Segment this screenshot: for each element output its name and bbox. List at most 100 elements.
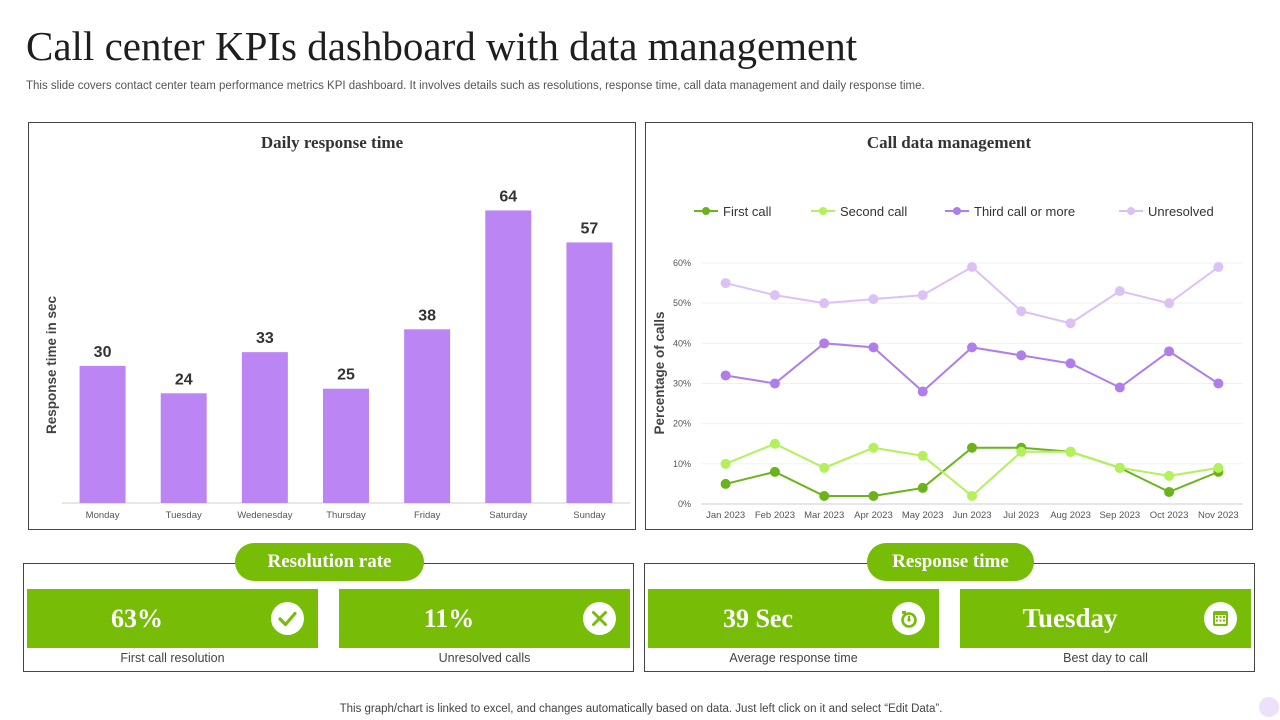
line-chart-canvas: 0% 10% 20% 30% 40% 50% 60% Jan 2023 Feb 2023 Mar … (652, 204, 1243, 521)
average-response-time-value: 39 Sec (722, 604, 794, 633)
bar-data-label: 30 (94, 344, 112, 361)
best-day-to-call-value: Tuesday (1022, 603, 1118, 633)
calendar-icon (1204, 602, 1237, 635)
series-point-third-call-or-more (1164, 346, 1175, 357)
average-response-time-card: 39 Sec (648, 589, 939, 648)
line-x-tick-label: Jan 2023 (706, 510, 745, 521)
close-icon (583, 602, 616, 635)
series-point-second-call (1164, 470, 1175, 481)
line-y-tick-label: 50% (673, 298, 691, 308)
series-point-second-call (1213, 462, 1224, 473)
series-point-first-call (868, 490, 879, 501)
series-point-unresolved (769, 290, 780, 301)
bar-data-label: 33 (256, 330, 274, 347)
unresolved-calls-caption: Unresolved calls (438, 651, 531, 665)
legend-marker-2 (953, 207, 961, 215)
series-point-unresolved (917, 290, 928, 301)
line-x-tick-label: Jun 2023 (952, 510, 991, 521)
daily-response-time-chart[interactable]: Daily response time 30 Monday 24 Tuesday 33 W… (28, 122, 636, 530)
series-point-first-call (1164, 486, 1175, 497)
first-call-resolution-caption: First call resolution (120, 651, 225, 665)
series-point-third-call-or-more (1213, 378, 1224, 389)
bar-friday (404, 329, 451, 503)
series-point-first-call (917, 482, 928, 493)
series-point-second-call (1016, 446, 1027, 457)
series-point-third-call-or-more (868, 342, 879, 353)
best-day-to-call-caption: Best day to call (1063, 651, 1148, 665)
bar-x-tick-label: Thursday (326, 510, 366, 521)
legend-marker-0 (702, 207, 710, 215)
line-y-tick-label: 20% (673, 419, 691, 429)
bar-x-tick-label: Tuesday (166, 510, 202, 521)
line-y-tick-label: 10% (673, 459, 691, 469)
series-point-third-call-or-more (967, 342, 977, 353)
series-point-second-call (819, 462, 830, 473)
bar-data-label: 64 (499, 188, 517, 205)
page-title: Call center KPIs dashboard with data man… (26, 23, 858, 69)
series-point-third-call-or-more (1065, 358, 1076, 369)
resolution-rate-heading: Resolution rate (235, 543, 424, 581)
line-x-tick-label: Sep 2023 (1099, 510, 1140, 521)
best-day-to-call-card: Tuesday (960, 589, 1251, 648)
series-point-second-call (967, 490, 977, 501)
series-line-unresolved (725, 265, 1219, 325)
bar-data-label: 38 (418, 307, 436, 324)
first-call-resolution-value: 63% (111, 604, 163, 633)
series-point-second-call (917, 450, 928, 461)
first-call-resolution-card: 63% (27, 589, 318, 648)
line-y-axis-label: Percentage of calls (652, 311, 667, 434)
legend-label: Third call or more (974, 204, 1075, 219)
series-point-third-call-or-more (720, 370, 731, 381)
unresolved-calls-card: 11% (339, 589, 630, 648)
series-point-second-call (1114, 462, 1125, 473)
average-response-time-caption: Average response time (729, 651, 858, 665)
bar-sunday (566, 242, 613, 503)
stopwatch-icon (892, 602, 925, 635)
series-point-unresolved (1016, 306, 1027, 317)
check-icon (271, 602, 304, 635)
legend-label: First call (723, 204, 772, 219)
line-y-tick-label: 0% (678, 499, 691, 509)
line-y-tick-label: 40% (673, 338, 691, 348)
series-point-unresolved (967, 262, 977, 273)
line-x-tick-label: Nov 2023 (1198, 510, 1239, 521)
series-point-third-call-or-more (917, 386, 928, 397)
series-point-third-call-or-more (819, 338, 830, 349)
legend-marker-1 (819, 207, 827, 215)
series-point-unresolved (720, 278, 731, 289)
series-point-first-call (819, 490, 830, 501)
line-x-tick-label: Jul 2023 (1003, 510, 1039, 521)
series-point-first-call (967, 442, 977, 453)
bar-wedenesday (241, 352, 288, 503)
line-y-tick-label: 60% (673, 258, 691, 268)
series-point-unresolved (1114, 286, 1125, 297)
bar-data-label: 24 (175, 371, 193, 388)
bar-x-tick-label: Friday (414, 510, 441, 521)
bar-chart-title: Daily response time (260, 133, 404, 152)
legend-label: Unresolved (1148, 204, 1214, 219)
bar-x-tick-label: Wedenesday (237, 510, 293, 521)
bar-data-label: 25 (337, 367, 355, 384)
corner-decoration (1259, 697, 1279, 717)
bar-x-tick-label: Saturday (489, 510, 527, 521)
series-point-third-call-or-more (1016, 350, 1027, 361)
series-point-first-call (769, 466, 780, 477)
response-time-heading: Response time (867, 543, 1034, 581)
legend-label: Second call (840, 204, 907, 219)
series-point-second-call (769, 438, 780, 449)
series-point-second-call (868, 442, 879, 453)
bar-monday (79, 365, 126, 503)
legend-marker-3 (1127, 207, 1135, 215)
line-x-tick-label: Feb 2023 (755, 510, 795, 521)
series-point-unresolved (819, 298, 830, 309)
series-point-third-call-or-more (1114, 382, 1125, 393)
series-point-unresolved (1164, 298, 1175, 309)
line-x-tick-label: May 2023 (902, 510, 944, 521)
bar-chart-canvas: 30 Monday 24 Tuesday 33 Wedenesday 25 Thursday 3… (44, 188, 630, 521)
series-point-unresolved (1213, 262, 1224, 273)
call-data-management-chart[interactable]: Call data management 0% 10% 20% 30% 40% 50% 60… (645, 122, 1253, 530)
line-x-tick-label: Aug 2023 (1050, 510, 1091, 521)
series-point-second-call (1065, 446, 1076, 457)
line-x-tick-label: Mar 2023 (804, 510, 844, 521)
series-point-third-call-or-more (769, 378, 780, 389)
